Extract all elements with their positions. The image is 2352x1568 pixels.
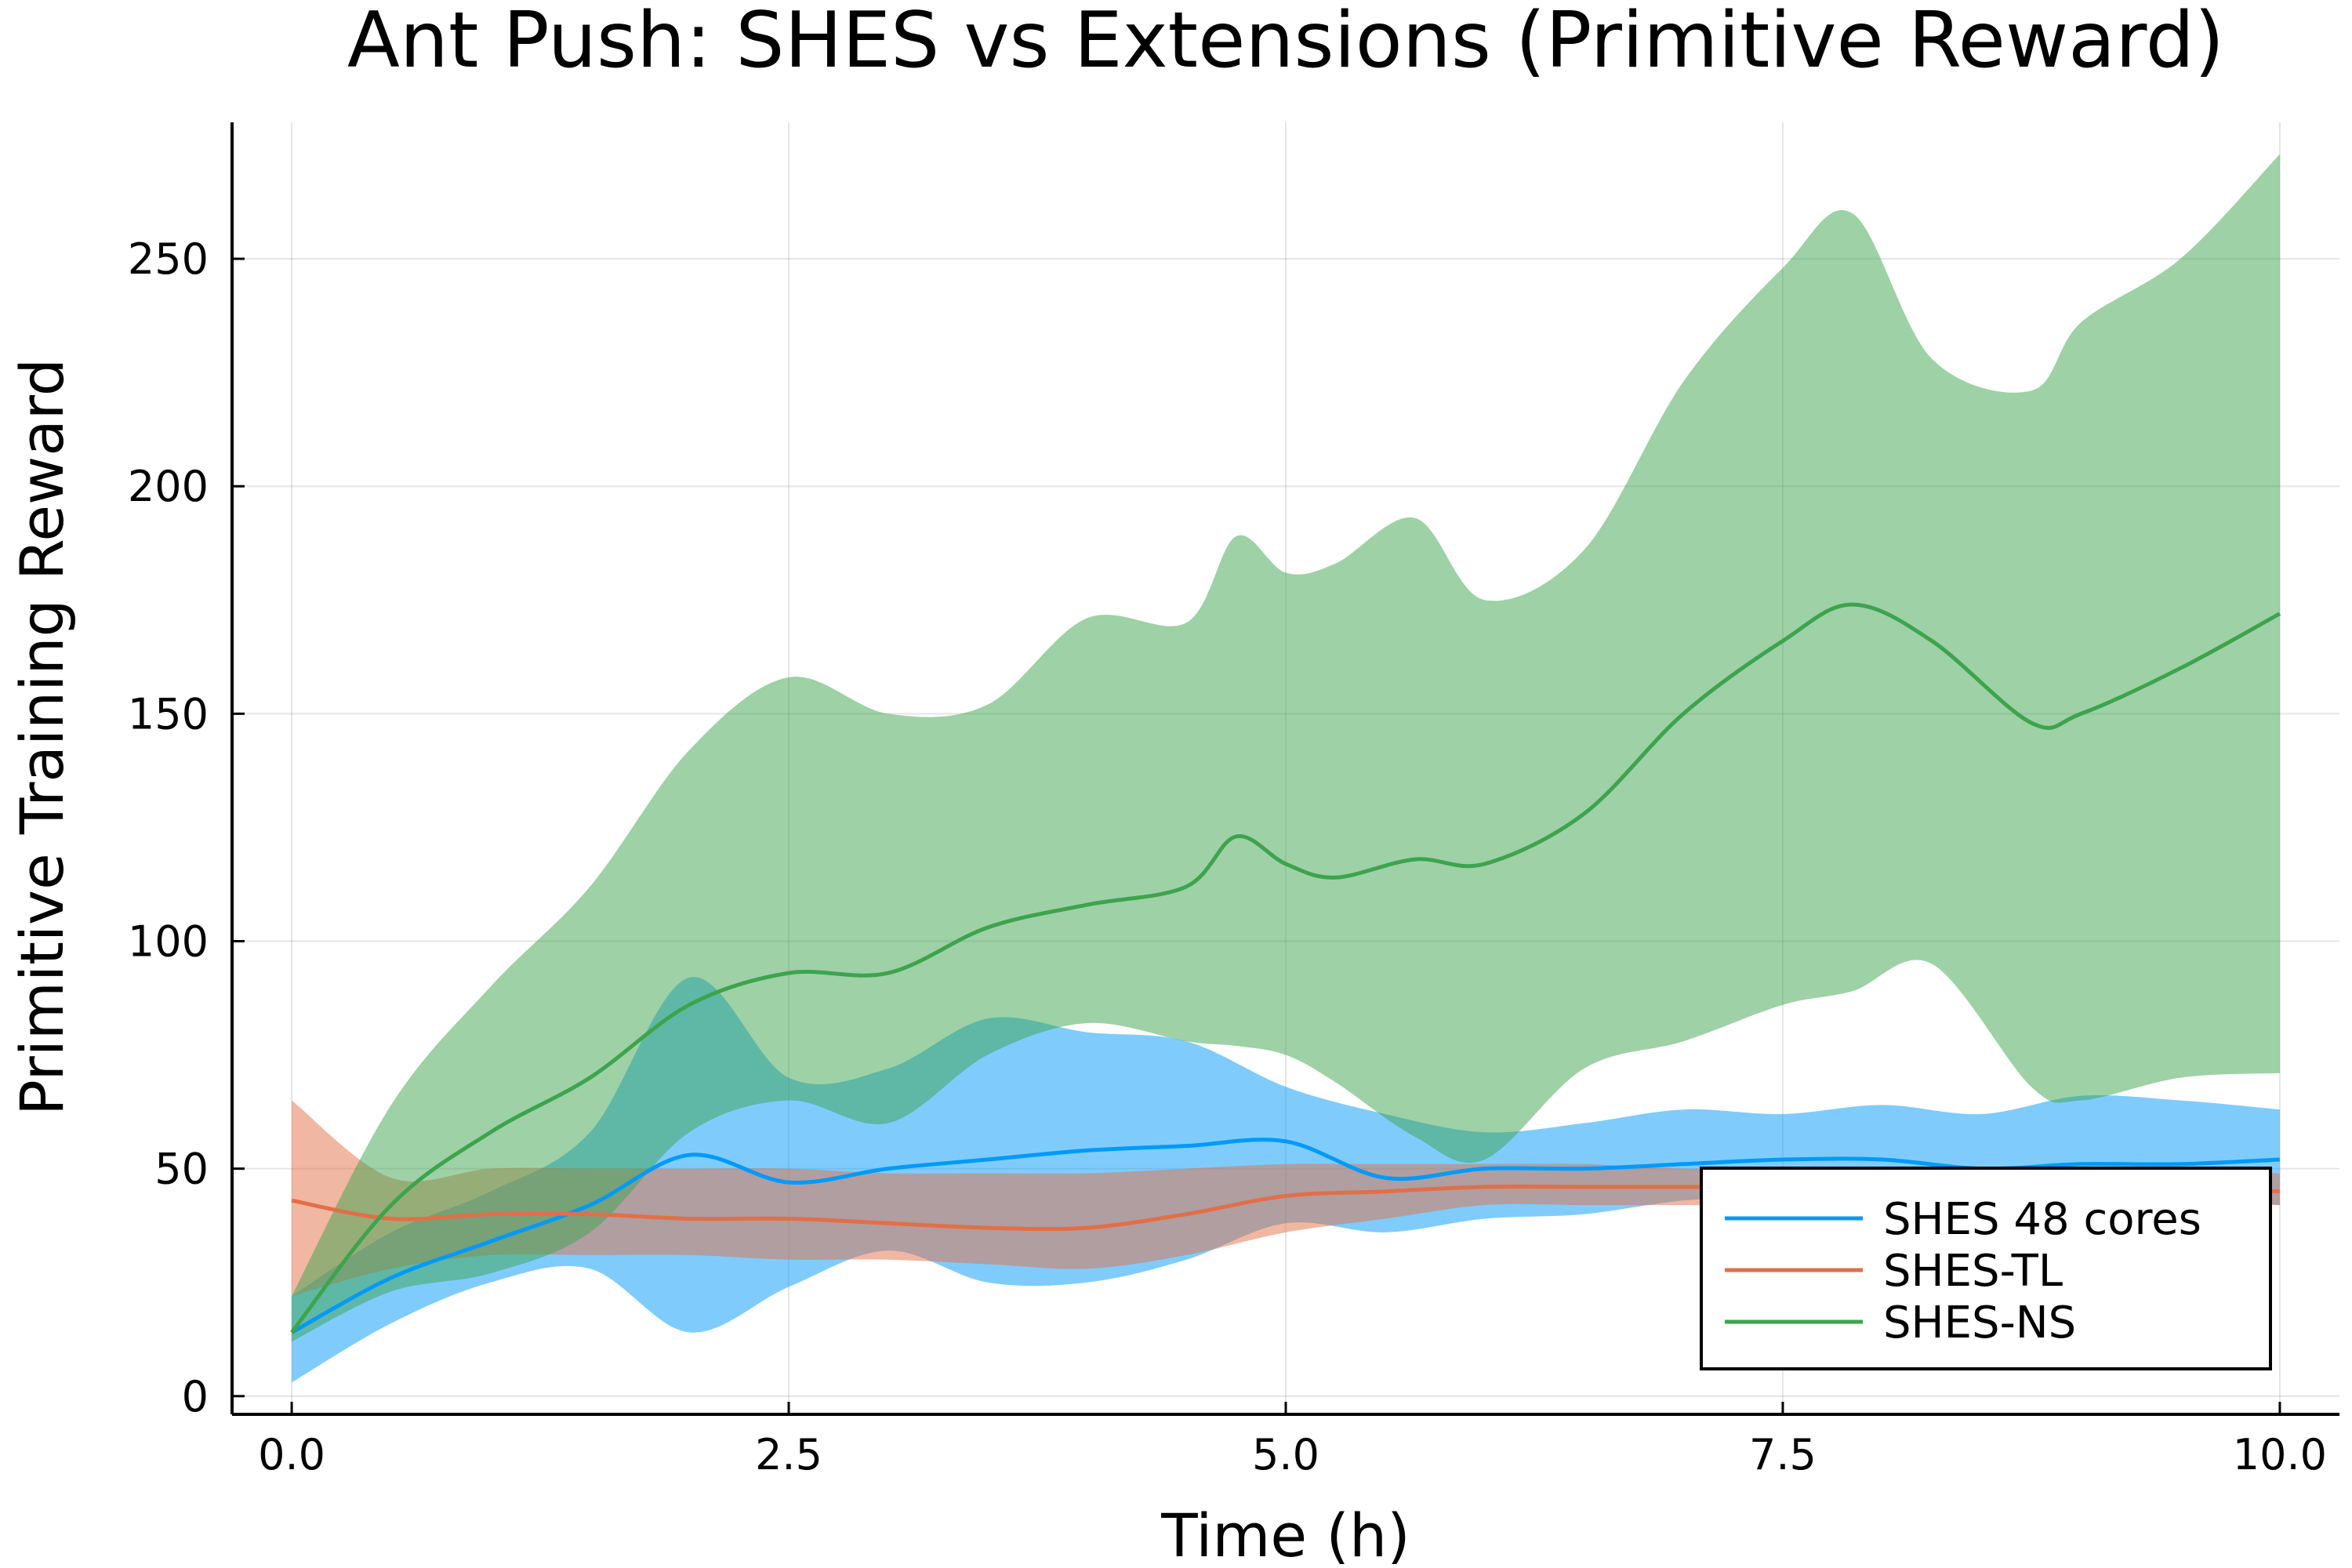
tick-labels: 0.0 2.5 5.0 7.5 10.0 0 50 100 150 200 250 [128, 234, 2327, 1479]
x-axis-label: Time (h) [1160, 1501, 1410, 1568]
y-tick-label: 250 [128, 234, 209, 284]
band-2 [292, 1100, 2280, 1297]
line-3 [290, 602, 2281, 1334]
x-tick-label: 0.0 [258, 1430, 325, 1479]
y-axis-label: Primitive Training Reward [7, 358, 77, 1116]
y-tick-label: 100 [128, 917, 209, 967]
line-1 [290, 1138, 2281, 1334]
legend-label: SHES 48 cores [1883, 1194, 2201, 1245]
axes [230, 122, 2339, 1416]
y-tick-label: 50 [154, 1145, 209, 1194]
confidence-bands [292, 154, 2280, 1383]
band-3 [292, 154, 2280, 1342]
chart-title: Ant Push: SHES vs Extensions (Primitive … [347, 0, 2224, 85]
x-tick-label: 7.5 [1749, 1430, 1817, 1479]
y-tick-label: 200 [128, 462, 209, 511]
x-tick-label: 2.5 [755, 1430, 822, 1479]
x-tick-label: 10.0 [2233, 1430, 2327, 1479]
x-tick-label: 5.0 [1252, 1430, 1319, 1479]
legend-label: SHES-TL [1883, 1246, 2063, 1297]
legend-label: SHES-NS [1883, 1298, 2076, 1348]
y-tick-label: 0 [182, 1372, 209, 1421]
y-tick-label: 150 [128, 689, 209, 739]
